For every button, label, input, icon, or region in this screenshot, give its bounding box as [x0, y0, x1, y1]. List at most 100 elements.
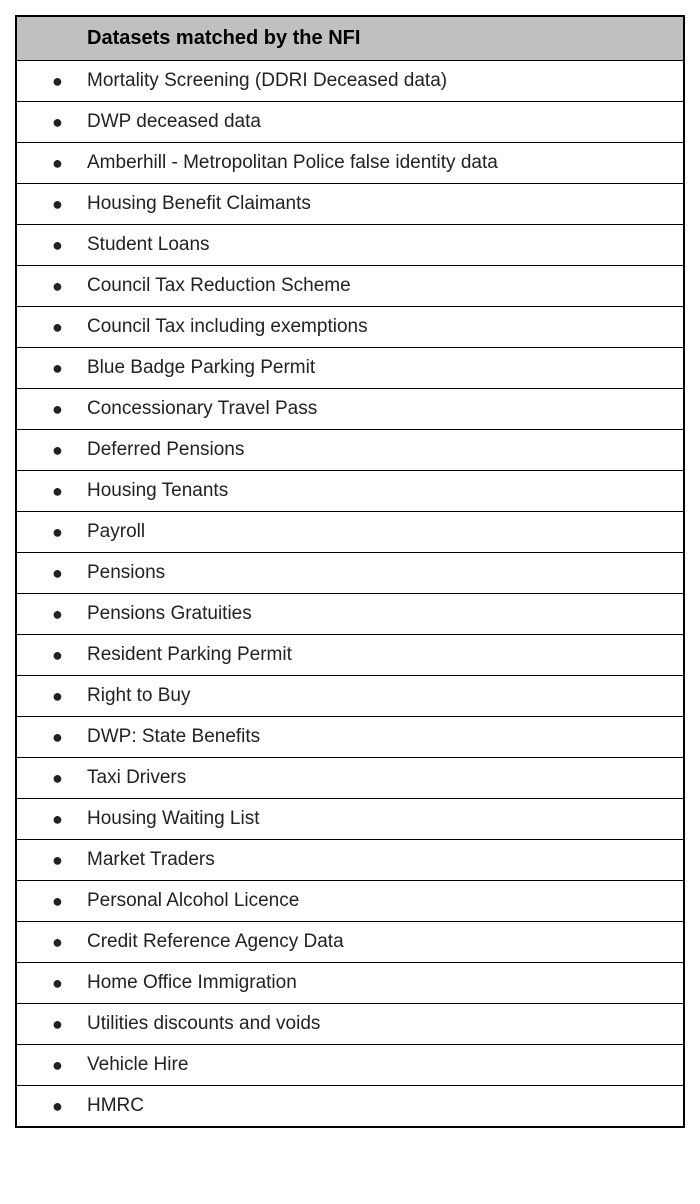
table-row: ●Pensions [16, 553, 684, 594]
bullet-icon: ● [52, 809, 87, 830]
table-row: ●DWP deceased data [16, 102, 684, 143]
table-row: ●Council Tax Reduction Scheme [16, 266, 684, 307]
bullet-icon: ● [52, 1055, 87, 1076]
table-cell: ●Resident Parking Permit [16, 635, 684, 676]
dataset-label: DWP: State Benefits [87, 726, 260, 747]
dataset-label: Market Traders [87, 849, 215, 870]
dataset-label: Vehicle Hire [87, 1054, 188, 1075]
bullet-icon: ● [52, 932, 87, 953]
table-cell: ●Pensions Gratuities [16, 594, 684, 635]
table-row: ●Market Traders [16, 840, 684, 881]
table-header-row: Datasets matched by the NFI [16, 16, 684, 61]
dataset-label: HMRC [87, 1095, 144, 1116]
table-row: ●Resident Parking Permit [16, 635, 684, 676]
table-cell: ●Taxi Drivers [16, 758, 684, 799]
table-row: ●Housing Waiting List [16, 799, 684, 840]
bullet-icon: ● [52, 194, 87, 215]
bullet-icon: ● [52, 973, 87, 994]
table-cell: ●Home Office Immigration [16, 963, 684, 1004]
bullet-icon: ● [52, 850, 87, 871]
table-cell: ●Market Traders [16, 840, 684, 881]
table-row: ●Credit Reference Agency Data [16, 922, 684, 963]
table-cell: ●Credit Reference Agency Data [16, 922, 684, 963]
table-row: ●Housing Benefit Claimants [16, 184, 684, 225]
datasets-table: Datasets matched by the NFI ●Mortality S… [15, 15, 685, 1128]
bullet-icon: ● [52, 153, 87, 174]
bullet-icon: ● [52, 1096, 87, 1117]
bullet-icon: ● [52, 112, 87, 133]
table-cell: ●Housing Waiting List [16, 799, 684, 840]
table-cell: ●Pensions [16, 553, 684, 594]
table-row: ●HMRC [16, 1086, 684, 1128]
dataset-label: Utilities discounts and voids [87, 1013, 320, 1034]
bullet-icon: ● [52, 727, 87, 748]
dataset-label: Pensions [87, 562, 165, 583]
dataset-label: Pensions Gratuities [87, 603, 252, 624]
table-cell: ●Vehicle Hire [16, 1045, 684, 1086]
dataset-label: Home Office Immigration [87, 972, 297, 993]
table-cell: ●Deferred Pensions [16, 430, 684, 471]
bullet-icon: ● [52, 686, 87, 707]
dataset-label: Concessionary Travel Pass [87, 398, 317, 419]
dataset-label: Payroll [87, 521, 145, 542]
table-row: ●Pensions Gratuities [16, 594, 684, 635]
table-cell: ●Payroll [16, 512, 684, 553]
table-cell: ●Concessionary Travel Pass [16, 389, 684, 430]
bullet-icon: ● [52, 1014, 87, 1035]
table-row: ●Personal Alcohol Licence [16, 881, 684, 922]
table-cell: ●Council Tax Reduction Scheme [16, 266, 684, 307]
dataset-label: Taxi Drivers [87, 767, 186, 788]
table-row: ●Concessionary Travel Pass [16, 389, 684, 430]
bullet-icon: ● [52, 358, 87, 379]
dataset-label: Housing Tenants [87, 480, 228, 501]
table-cell: ●Mortality Screening (DDRI Deceased data… [16, 61, 684, 102]
dataset-label: Personal Alcohol Licence [87, 890, 299, 911]
table-cell: ●DWP deceased data [16, 102, 684, 143]
table-cell: ●Housing Tenants [16, 471, 684, 512]
dataset-label: DWP deceased data [87, 111, 261, 132]
table-cell: ●DWP: State Benefits [16, 717, 684, 758]
dataset-label: Deferred Pensions [87, 439, 244, 460]
bullet-icon: ● [52, 317, 87, 338]
bullet-icon: ● [52, 481, 87, 502]
table-row: ●Mortality Screening (DDRI Deceased data… [16, 61, 684, 102]
bullet-icon: ● [52, 522, 87, 543]
table-row: ●Deferred Pensions [16, 430, 684, 471]
dataset-label: Housing Benefit Claimants [87, 193, 311, 214]
dataset-label: Council Tax Reduction Scheme [87, 275, 351, 296]
table-row: ●Taxi Drivers [16, 758, 684, 799]
bullet-icon: ● [52, 440, 87, 461]
table-cell: ●Student Loans [16, 225, 684, 266]
bullet-icon: ● [52, 891, 87, 912]
bullet-icon: ● [52, 71, 87, 92]
table-row: ●Vehicle Hire [16, 1045, 684, 1086]
dataset-label: Student Loans [87, 234, 210, 255]
bullet-icon: ● [52, 235, 87, 256]
table-row: ●Council Tax including exemptions [16, 307, 684, 348]
table-cell: ●Personal Alcohol Licence [16, 881, 684, 922]
table-header: Datasets matched by the NFI [16, 16, 684, 61]
dataset-label: Housing Waiting List [87, 808, 259, 829]
table-row: ●Housing Tenants [16, 471, 684, 512]
table-row: ●DWP: State Benefits [16, 717, 684, 758]
bullet-icon: ● [52, 563, 87, 584]
table-cell: ●Utilities discounts and voids [16, 1004, 684, 1045]
table-cell: ●HMRC [16, 1086, 684, 1128]
dataset-label: Credit Reference Agency Data [87, 931, 344, 952]
table-body: ●Mortality Screening (DDRI Deceased data… [16, 61, 684, 1128]
table-row: ●Utilities discounts and voids [16, 1004, 684, 1045]
dataset-label: Council Tax including exemptions [87, 316, 368, 337]
dataset-label: Blue Badge Parking Permit [87, 357, 315, 378]
dataset-label: Amberhill - Metropolitan Police false id… [87, 152, 498, 173]
table-row: ●Right to Buy [16, 676, 684, 717]
dataset-label: Mortality Screening (DDRI Deceased data) [87, 70, 447, 91]
dataset-label: Right to Buy [87, 685, 191, 706]
table-row: ●Home Office Immigration [16, 963, 684, 1004]
table-cell: ●Amberhill - Metropolitan Police false i… [16, 143, 684, 184]
table-row: ●Student Loans [16, 225, 684, 266]
dataset-label: Resident Parking Permit [87, 644, 292, 665]
table-cell: ●Blue Badge Parking Permit [16, 348, 684, 389]
table-row: ●Blue Badge Parking Permit [16, 348, 684, 389]
table-cell: ●Housing Benefit Claimants [16, 184, 684, 225]
bullet-icon: ● [52, 768, 87, 789]
